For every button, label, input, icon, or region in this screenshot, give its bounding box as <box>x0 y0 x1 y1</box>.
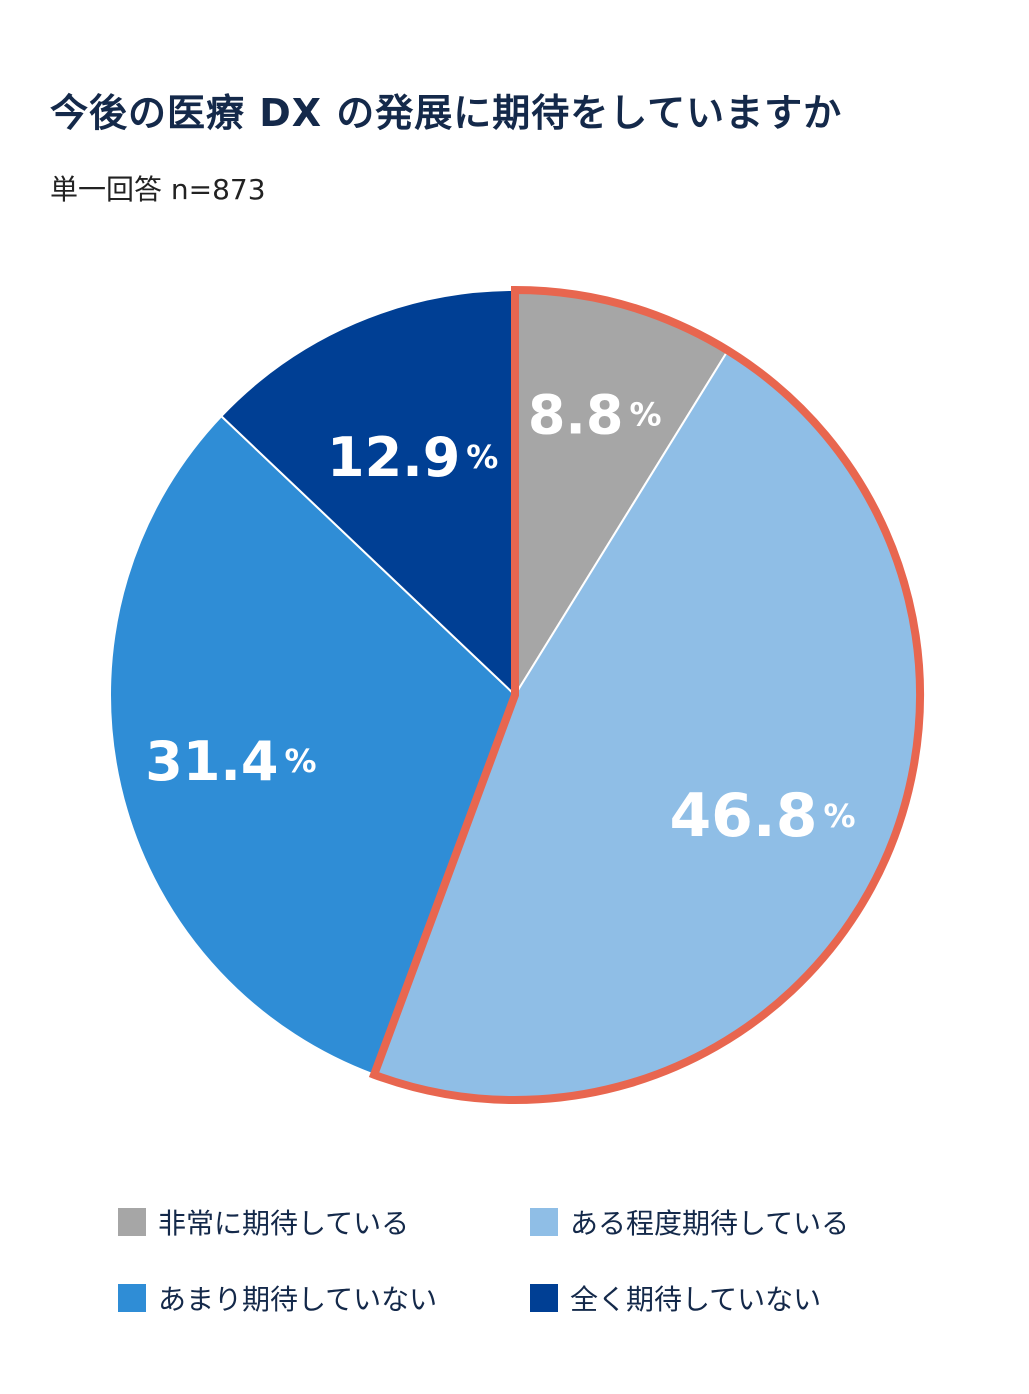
legend-swatch <box>118 1208 146 1236</box>
legend: 非常に期待している ある程度期待している あまり期待していない 全く期待していな… <box>118 1202 942 1318</box>
slice-label: 46.8% <box>669 781 855 851</box>
slice-label: 8.8% <box>528 383 662 446</box>
legend-label: ある程度期待している <box>570 1207 850 1240</box>
slice-label: 12.9% <box>327 425 498 488</box>
legend-swatch <box>118 1284 146 1312</box>
pie-slice <box>109 414 517 1076</box>
pie-chart: 8.8 % 46.8 % 31.4 % 12.9% <box>109 285 924 1104</box>
legend-item: ある程度期待している <box>530 1202 942 1242</box>
slice-label: 31.4% <box>145 729 316 792</box>
highlight-outline <box>368 285 924 1104</box>
legend-label: 非常に期待している <box>158 1207 410 1240</box>
legend-item: 非常に期待している <box>118 1202 530 1242</box>
chart-title: 今後の医療 DX の発展に期待をしていますか <box>50 91 843 135</box>
legend-swatch <box>530 1284 558 1312</box>
legend-item: 全く期待していない <box>530 1278 942 1318</box>
legend-swatch <box>530 1208 558 1236</box>
pie-slice <box>219 288 516 698</box>
legend-label: あまり期待していない <box>158 1283 438 1316</box>
legend-item: あまり期待していない <box>118 1278 530 1318</box>
legend-label: 全く期待していない <box>570 1283 822 1316</box>
chart-subtitle: 単一回答 n=873 <box>50 173 266 206</box>
